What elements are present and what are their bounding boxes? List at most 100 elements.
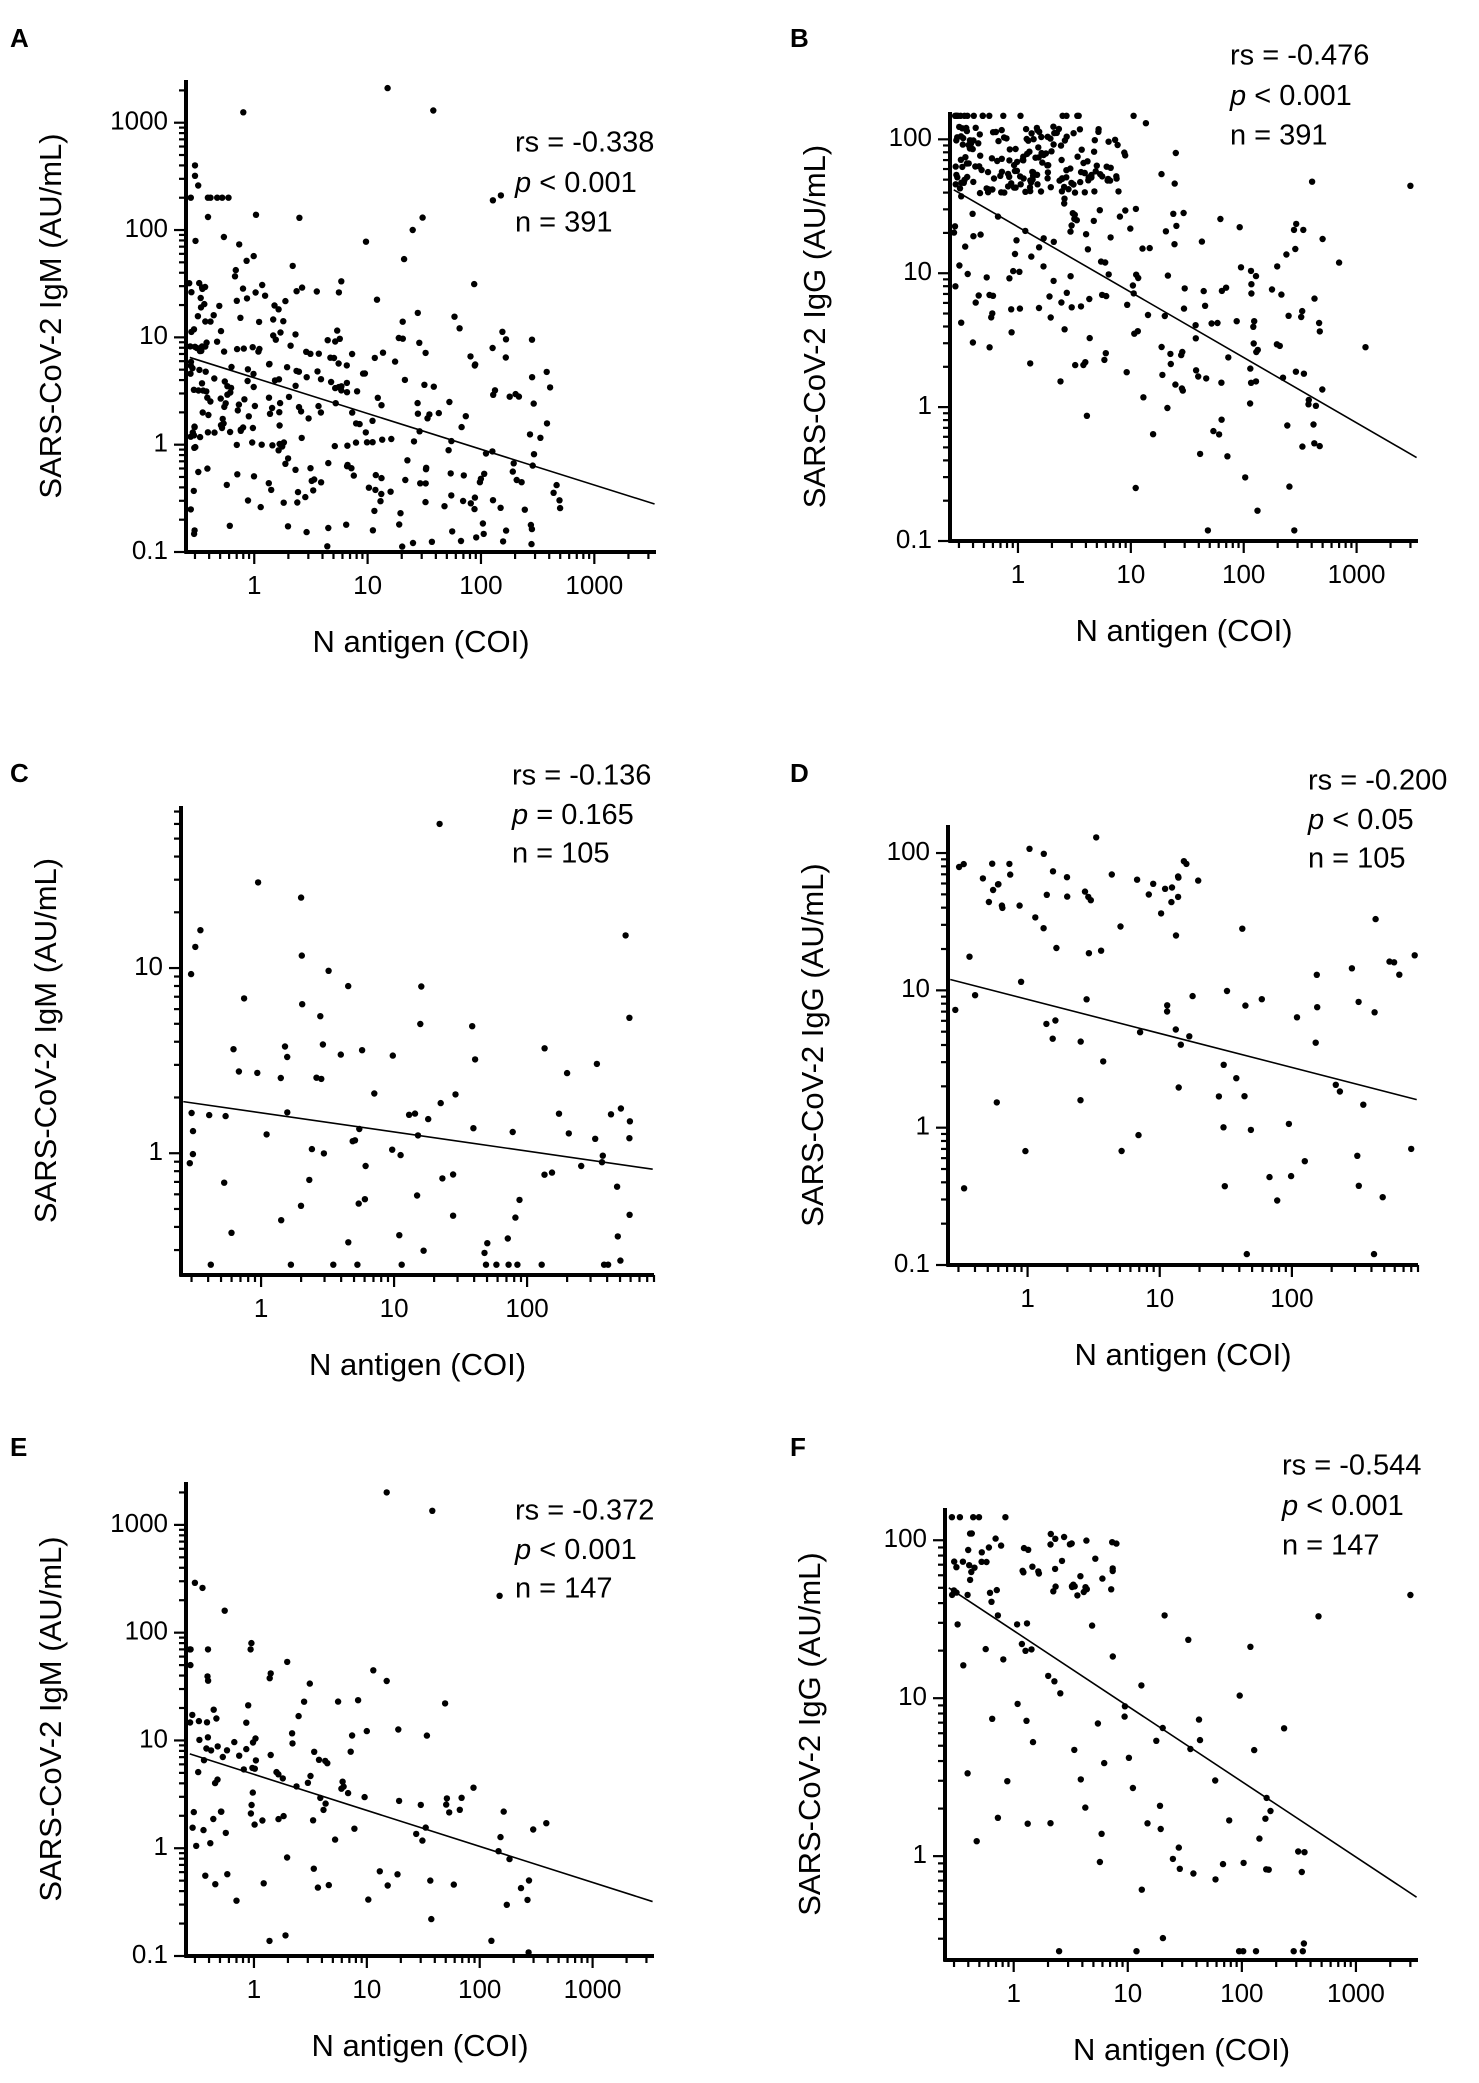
data-point	[384, 1882, 391, 1889]
data-point	[204, 465, 211, 472]
data-point	[951, 223, 959, 230]
data-point	[1167, 350, 1174, 358]
data-point	[186, 280, 193, 287]
stat-rs: rs = -0.544	[1282, 1450, 1421, 1482]
stat-p: p < 0.001	[514, 167, 637, 199]
data-point	[271, 377, 279, 384]
data-point	[1082, 231, 1090, 238]
data-point	[1060, 1533, 1068, 1541]
data-point	[284, 1053, 291, 1061]
data-point	[993, 1586, 1000, 1594]
data-point	[1086, 295, 1093, 303]
data-point	[428, 1915, 435, 1923]
data-point	[220, 233, 228, 241]
data-point	[425, 1115, 432, 1123]
data-point	[266, 360, 273, 368]
data-point	[1018, 1640, 1026, 1648]
data-point	[471, 280, 478, 288]
data-point	[968, 137, 975, 144]
data-point	[952, 283, 959, 290]
data-point	[1022, 125, 1030, 133]
data-point	[1175, 1084, 1182, 1091]
x-axis-title: N antigen (COI)	[312, 624, 529, 659]
data-point	[236, 241, 243, 248]
data-point	[1032, 914, 1039, 921]
data-point	[1411, 952, 1418, 959]
data-point	[427, 1877, 434, 1884]
data-point	[214, 1743, 221, 1750]
data-point	[249, 1789, 256, 1796]
data-points	[950, 112, 1414, 534]
data-point	[398, 1261, 405, 1268]
data-point	[1082, 1804, 1089, 1811]
data-point	[376, 1868, 383, 1875]
data-point	[1251, 318, 1258, 325]
stat-p-value: < 0.001	[1246, 80, 1352, 112]
data-point	[190, 487, 197, 495]
data-point	[1150, 880, 1157, 887]
data-point	[1044, 169, 1052, 176]
data-points	[186, 1489, 550, 1956]
data-point	[1047, 184, 1055, 191]
data-point	[244, 377, 251, 385]
data-point	[365, 484, 373, 491]
data-point	[372, 471, 379, 479]
data-point	[207, 194, 214, 201]
data-point	[378, 474, 385, 482]
data-point	[1023, 1620, 1031, 1627]
data-point	[1247, 365, 1254, 372]
y-axis-title: SARS-CoV-2 IgG (AU/mL)	[792, 1552, 827, 1915]
data-point	[1175, 1844, 1183, 1851]
x-tick-label: 1000	[564, 1974, 622, 2004]
stat-p: p < 0.001	[1229, 80, 1352, 112]
data-point	[1300, 1940, 1308, 1947]
data-point	[349, 409, 356, 416]
data-point	[503, 1901, 510, 1909]
data-point	[1268, 286, 1276, 293]
data-point	[992, 128, 1000, 136]
data-point	[1035, 1568, 1042, 1575]
data-point	[962, 243, 969, 250]
data-point	[543, 420, 551, 427]
data-point	[371, 507, 378, 515]
data-point	[446, 1809, 453, 1816]
data-point	[450, 1881, 457, 1888]
data-point	[470, 1784, 477, 1791]
panel-b: B 1 10 100 1000 0.1 1 10 100 N antigen (COI) SARS-…	[790, 23, 1418, 648]
data-point	[220, 420, 227, 427]
data-point	[223, 1747, 231, 1754]
data-point	[189, 1150, 197, 1158]
data-point	[962, 154, 969, 161]
data-point	[295, 1712, 302, 1720]
data-point	[1316, 442, 1323, 450]
stat-rs: rs = -0.372	[515, 1495, 654, 1527]
data-point	[187, 506, 194, 513]
data-point	[969, 339, 977, 346]
data-point	[436, 820, 443, 828]
x-tick-label: 100	[459, 570, 502, 600]
data-point	[1032, 154, 1039, 161]
data-point	[489, 197, 497, 204]
data-point	[1077, 1573, 1084, 1580]
data-point	[374, 394, 381, 401]
data-point	[422, 349, 429, 357]
data-point	[1284, 422, 1291, 429]
data-point	[1136, 1029, 1144, 1036]
data-point	[481, 470, 488, 477]
data-point	[304, 1779, 312, 1787]
data-point	[1043, 1020, 1050, 1028]
data-point	[1196, 450, 1204, 458]
data-point	[1096, 207, 1104, 214]
stat-p-value: < 0.001	[531, 1534, 637, 1566]
data-point	[956, 1514, 964, 1521]
data-point	[952, 181, 959, 188]
data-point	[294, 488, 302, 496]
data-point	[1081, 888, 1089, 895]
data-point	[279, 443, 286, 450]
data-point	[1250, 323, 1257, 330]
data-point	[292, 331, 299, 338]
data-point	[458, 423, 465, 431]
data-point	[550, 489, 557, 496]
data-point	[202, 318, 209, 325]
data-point	[331, 442, 338, 450]
